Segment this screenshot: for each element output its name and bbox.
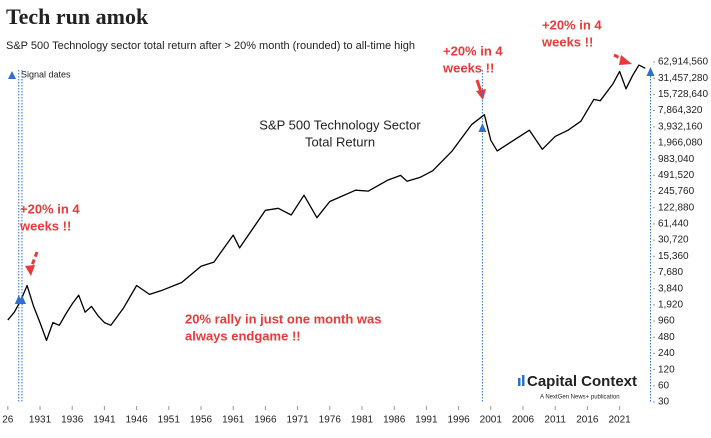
arrow-head: [25, 265, 35, 276]
x-tick-label: 1956: [190, 415, 213, 426]
y-tick-label: 7,864,320: [658, 105, 703, 116]
x-tick-label: 2001: [480, 415, 503, 426]
logo-name: Capital Context: [527, 373, 637, 390]
arrow: [475, 79, 483, 93]
x-tick-label: 1986: [383, 415, 406, 426]
x-tick-label: 2011: [544, 415, 566, 426]
annotation: always endgame !!: [185, 328, 301, 343]
y-tick-label: 245,760: [658, 186, 695, 197]
chart-subtitle: S&P 500 Technology sector total return a…: [6, 40, 415, 52]
x-tick-label: 1976: [319, 415, 342, 426]
annotation: +20% in 4: [542, 17, 602, 32]
logo: Capital Context A NextGen News+ publicat…: [518, 373, 637, 401]
y-tick-label: 60: [658, 380, 670, 391]
x-tick-label: 1931: [29, 415, 52, 426]
y-tick-label: 61,440: [658, 219, 689, 230]
y-tick-label: 3,840: [658, 283, 683, 294]
x-tick-label: 1996: [447, 415, 470, 426]
logo-icon: [518, 378, 521, 386]
x-tick-label: 1951: [158, 415, 181, 426]
x-tick-label: 2006: [512, 415, 535, 426]
signal-marker: [17, 295, 26, 304]
y-tick-label: 31,457,280: [658, 73, 708, 84]
x-tick-label: 2021: [608, 415, 631, 426]
x-tick-label: 1946: [125, 415, 148, 426]
y-tick-label: 15,728,640: [658, 89, 708, 100]
signal-marker: [646, 67, 655, 76]
x-tick-label: 1961: [222, 415, 245, 426]
x-tick-label: 1941: [93, 415, 116, 426]
signal-marker: [478, 123, 487, 132]
y-tick-label: 120: [658, 364, 675, 375]
arrow-head: [476, 89, 486, 100]
y-tick-label: 960: [658, 316, 675, 327]
annotation: weeks !!: [541, 34, 593, 49]
arrow-head: [619, 55, 632, 65]
data-line: [7, 64, 646, 342]
y-tick-label: 983,040: [658, 154, 695, 165]
x-tick-label: 2016: [576, 415, 599, 426]
x-tick-label: 26: [2, 415, 14, 426]
y-tick-label: 122,880: [658, 202, 695, 213]
chart-title: Tech run amok: [6, 4, 149, 29]
x-tick-label: 1936: [61, 415, 84, 426]
y-tick-label: 240: [658, 348, 675, 359]
annotation: weeks !!: [442, 60, 494, 75]
y-tick-label: 3,932,160: [658, 121, 703, 132]
y-tick-label: 62,914,560: [658, 57, 708, 68]
y-tick-label: 30,720: [658, 235, 689, 246]
x-tick-label: 1966: [254, 415, 277, 426]
annotation: weeks !!: [19, 218, 71, 233]
x-tick-label: 1971: [286, 415, 309, 426]
y-tick-label: 1,920: [658, 299, 683, 310]
y-tick-label: 30: [658, 397, 670, 408]
y-tick-label: 15,360: [658, 251, 689, 262]
arrow: [29, 251, 39, 269]
logo-icon: [522, 375, 525, 386]
logo-tagline: A NextGen News+ publication: [540, 395, 620, 401]
y-tick-label: 1,966,080: [658, 138, 703, 149]
legend-label: Signal dates: [21, 69, 71, 79]
line-label: S&P 500 Technology Sector: [259, 117, 421, 132]
y-tick-label: 7,680: [658, 267, 683, 278]
annotation: +20% in 4: [443, 43, 503, 58]
annotation: +20% in 4: [20, 201, 80, 216]
x-tick-label: 1981: [351, 415, 374, 426]
arrows: [25, 53, 632, 276]
y-tick-label: 480: [658, 332, 675, 343]
annotation: 20% rally in just one month was: [185, 311, 382, 326]
legend-marker: [8, 71, 16, 79]
x-tick-label: 1991: [415, 415, 438, 426]
y-tick-label: 491,520: [658, 170, 695, 181]
line-label: Total Return: [305, 134, 375, 149]
